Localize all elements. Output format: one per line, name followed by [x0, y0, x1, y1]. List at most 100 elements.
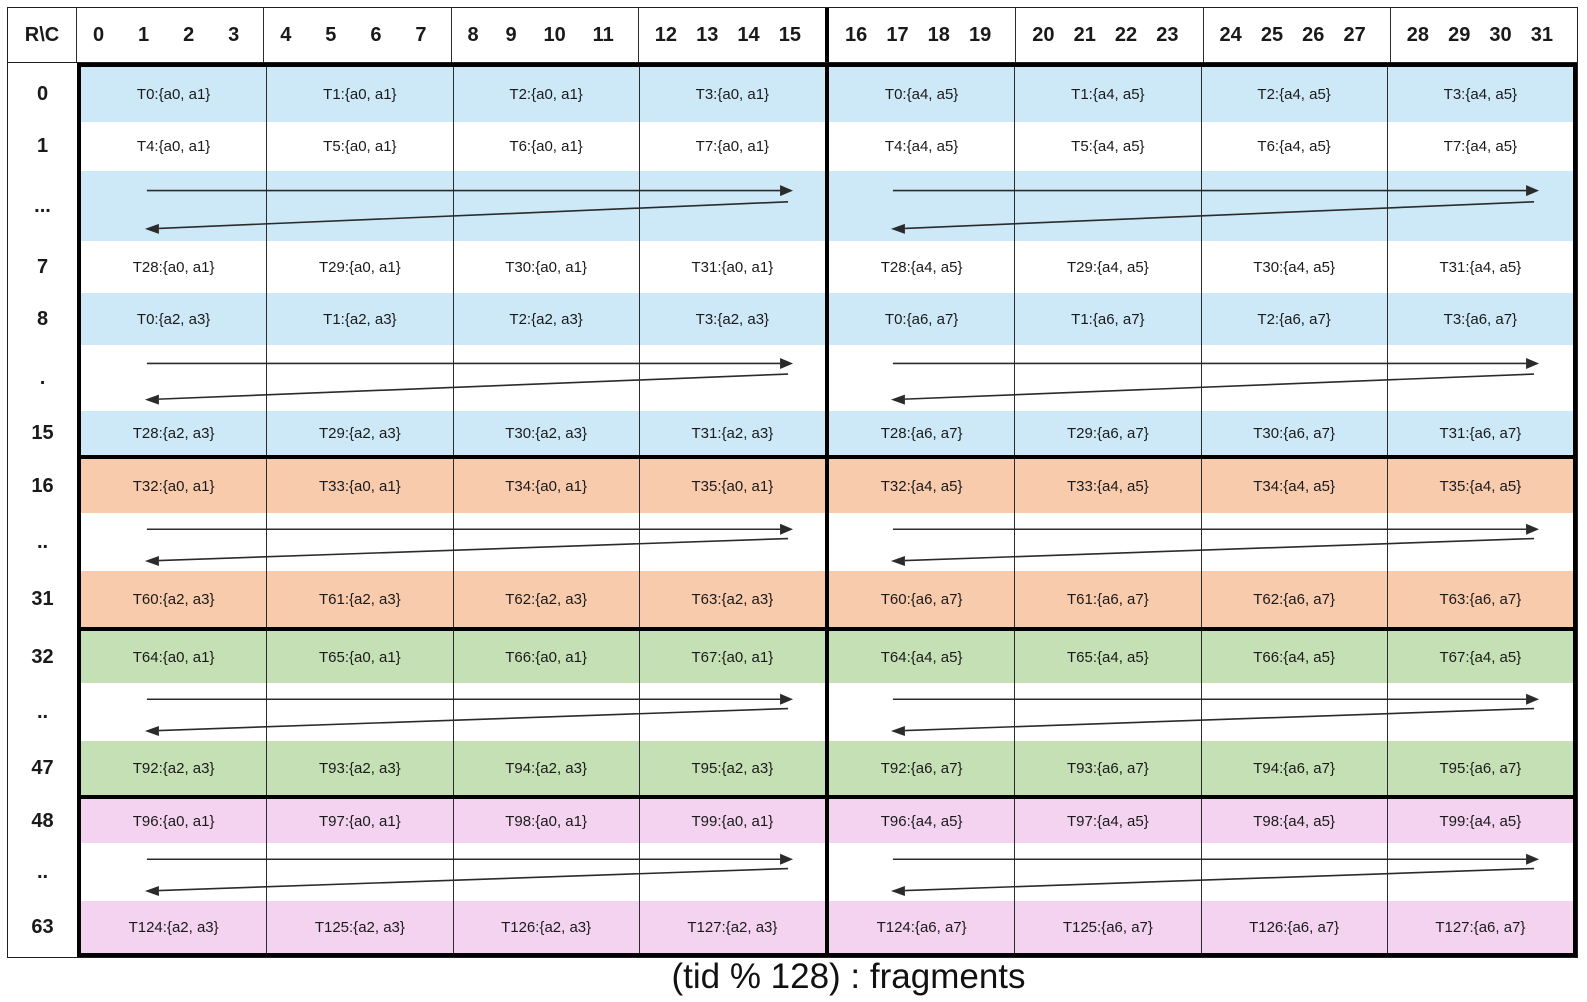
thread-cell: T33:{a4, a5}: [1014, 459, 1200, 513]
grid-cell-empty: [1200, 171, 1387, 241]
grid-cell-empty: [452, 345, 639, 411]
serpentine-arrow-icon: [144, 357, 794, 405]
thread-cell: T97:{a4, a5}: [1014, 799, 1200, 843]
grid-cell-empty: [825, 683, 1014, 741]
thread-cell: T30:{a0, a1}: [452, 241, 639, 293]
column-number: 5: [325, 23, 337, 46]
thread-cell: T34:{a4, a5}: [1200, 459, 1387, 513]
thread-cell: T60:{a6, a7}: [825, 571, 1014, 627]
serpentine-arrow-icon: [890, 853, 1540, 897]
column-number: 14: [737, 23, 760, 46]
thread-cell: T35:{a4, a5}: [1386, 459, 1573, 513]
column-number: 29: [1448, 23, 1471, 46]
thread-row: T124:{a2, a3} T125:{a2, a3} T126:{a2, a3} T…: [81, 901, 1573, 953]
row-label: 32: [31, 645, 54, 668]
thread-cell: T34:{a0, a1}: [452, 459, 639, 513]
thread-cell: T64:{a4, a5}: [825, 631, 1014, 683]
grid-cell-empty: [1014, 683, 1200, 741]
column-header-group: 0 1 2 3: [77, 8, 263, 62]
column-number: 4: [280, 23, 292, 46]
row-label: 1: [36, 135, 49, 157]
grid-cell-empty: [452, 843, 639, 901]
thread-cell: T28:{a2, a3}: [132, 424, 215, 442]
thread-cell: T31:{a6, a7}: [1386, 411, 1573, 455]
thread-cell: T96:{a4, a5}: [825, 799, 1014, 843]
thread-cell: T93:{a2, a3}: [266, 741, 452, 795]
grid-cell-empty: [1200, 345, 1387, 411]
grid-cell-empty: [638, 513, 825, 571]
column-number: 11: [592, 23, 614, 46]
row-label: 15: [31, 421, 54, 444]
thread-cell: T7:{a4, a5}: [1386, 122, 1573, 171]
arrow-row: [81, 843, 1573, 901]
thread-cell: T28:{a6, a7}: [825, 411, 1014, 455]
row-block-48-63: T96:{a0, a1} T97:{a0, a1} T98:{a0, a1} T99:…: [81, 795, 1573, 953]
thread-cell: T93:{a6, a7}: [1014, 741, 1200, 795]
column-number: 25: [1260, 23, 1284, 46]
thread-cell: T32:{a4, a5}: [825, 459, 1014, 513]
column-number: 22: [1114, 23, 1138, 46]
grid-cell-empty: [638, 171, 825, 241]
thread-cell: T96:{a0, a1}: [132, 812, 215, 830]
thread-cell: T94:{a2, a3}: [452, 741, 639, 795]
grid-cell-empty: [825, 513, 1014, 571]
grid-cell-empty: [1386, 345, 1573, 411]
row-label: ..: [36, 700, 49, 723]
grid-cell-empty: [1386, 171, 1573, 241]
column-number: 19: [968, 23, 992, 46]
column-number: 27: [1343, 23, 1366, 46]
thread-cell: T62:{a2, a3}: [452, 571, 639, 627]
thread-row: T32:{a0, a1} T33:{a0, a1} T34:{a0, a1} T35:…: [81, 459, 1573, 513]
thread-cell: T2:{a6, a7}: [1200, 293, 1387, 345]
thread-cell: T31:{a0, a1}: [638, 241, 825, 293]
grid-cell-empty: [638, 683, 825, 741]
thread-cell: T61:{a6, a7}: [1014, 571, 1200, 627]
thread-cell: T0:{a2, a3}: [136, 310, 211, 328]
thread-cell: T62:{a6, a7}: [1200, 571, 1387, 627]
grid-cell-empty: [825, 843, 1014, 901]
thread-cell: T29:{a6, a7}: [1014, 411, 1200, 455]
thread-row: T64:{a0, a1} T65:{a0, a1} T66:{a0, a1} T67:…: [81, 631, 1573, 683]
column-number: 6: [370, 23, 382, 46]
column-number: 3: [228, 23, 240, 46]
thread-cell: T64:{a0, a1}: [132, 648, 215, 666]
thread-cell: T29:{a0, a1}: [266, 241, 452, 293]
corner-label: R\C: [8, 8, 77, 62]
thread-cell: T5:{a4, a5}: [1014, 122, 1200, 171]
thread-cell: T1:{a4, a5}: [1014, 67, 1200, 122]
row-block-0-15: T0:{a0, a1} T1:{a0, a1} T2:{a0, a1} T3:{a0,…: [81, 67, 1573, 455]
row-label: ...: [34, 194, 51, 217]
column-number: 23: [1156, 23, 1179, 46]
thread-cell: T61:{a2, a3}: [266, 571, 452, 627]
thread-cell: T0:{a4, a5}: [825, 67, 1014, 122]
column-header-group: 24 25 26 27: [1202, 8, 1390, 62]
thread-cell: T92:{a2, a3}: [132, 759, 215, 777]
thread-cell: T2:{a0, a1}: [452, 67, 639, 122]
row-label: 63: [31, 915, 54, 938]
thread-row: T60:{a2, a3} T61:{a2, a3} T62:{a2, a3} T63:…: [81, 571, 1573, 627]
thread-cell: T4:{a4, a5}: [825, 122, 1014, 171]
serpentine-arrow-icon: [890, 523, 1540, 567]
thread-cell: T125:{a6, a7}: [1014, 901, 1200, 953]
serpentine-arrow-icon: [890, 185, 1540, 234]
thread-cell: T3:{a4, a5}: [1386, 67, 1573, 122]
column-number: 16: [845, 23, 868, 46]
column-number: 30: [1489, 23, 1512, 46]
grid-cell-empty: [1200, 513, 1387, 571]
column-header-group: 16 17 18 19: [825, 8, 1015, 62]
column-header-group: 20 21 22 23: [1015, 8, 1202, 62]
column-number: 15: [778, 23, 801, 46]
thread-cell: T3:{a0, a1}: [638, 67, 825, 122]
fragment-table: R\C 0 1 2 3 4 5 6 7 8 9 10 11 12 13 14 15 16 17 18 19 20 21 22…: [7, 7, 1578, 958]
thread-row: T0:{a2, a3} T1:{a2, a3} T2:{a2, a3} T3:{a2,…: [81, 293, 1573, 345]
thread-grid: T0:{a0, a1} T1:{a0, a1} T2:{a0, a1} T3:{a0,…: [77, 63, 1577, 957]
arrow-row: [81, 513, 1573, 571]
grid-cell-empty: [266, 683, 452, 741]
thread-cell: T29:{a2, a3}: [266, 411, 452, 455]
thread-cell: T5:{a0, a1}: [266, 122, 452, 171]
grid-cell-empty: [1386, 843, 1573, 901]
grid-cell-empty: [452, 513, 639, 571]
thread-cell: T30:{a4, a5}: [1200, 241, 1387, 293]
column-number: 28: [1406, 23, 1429, 46]
column-number: 12: [654, 23, 677, 46]
